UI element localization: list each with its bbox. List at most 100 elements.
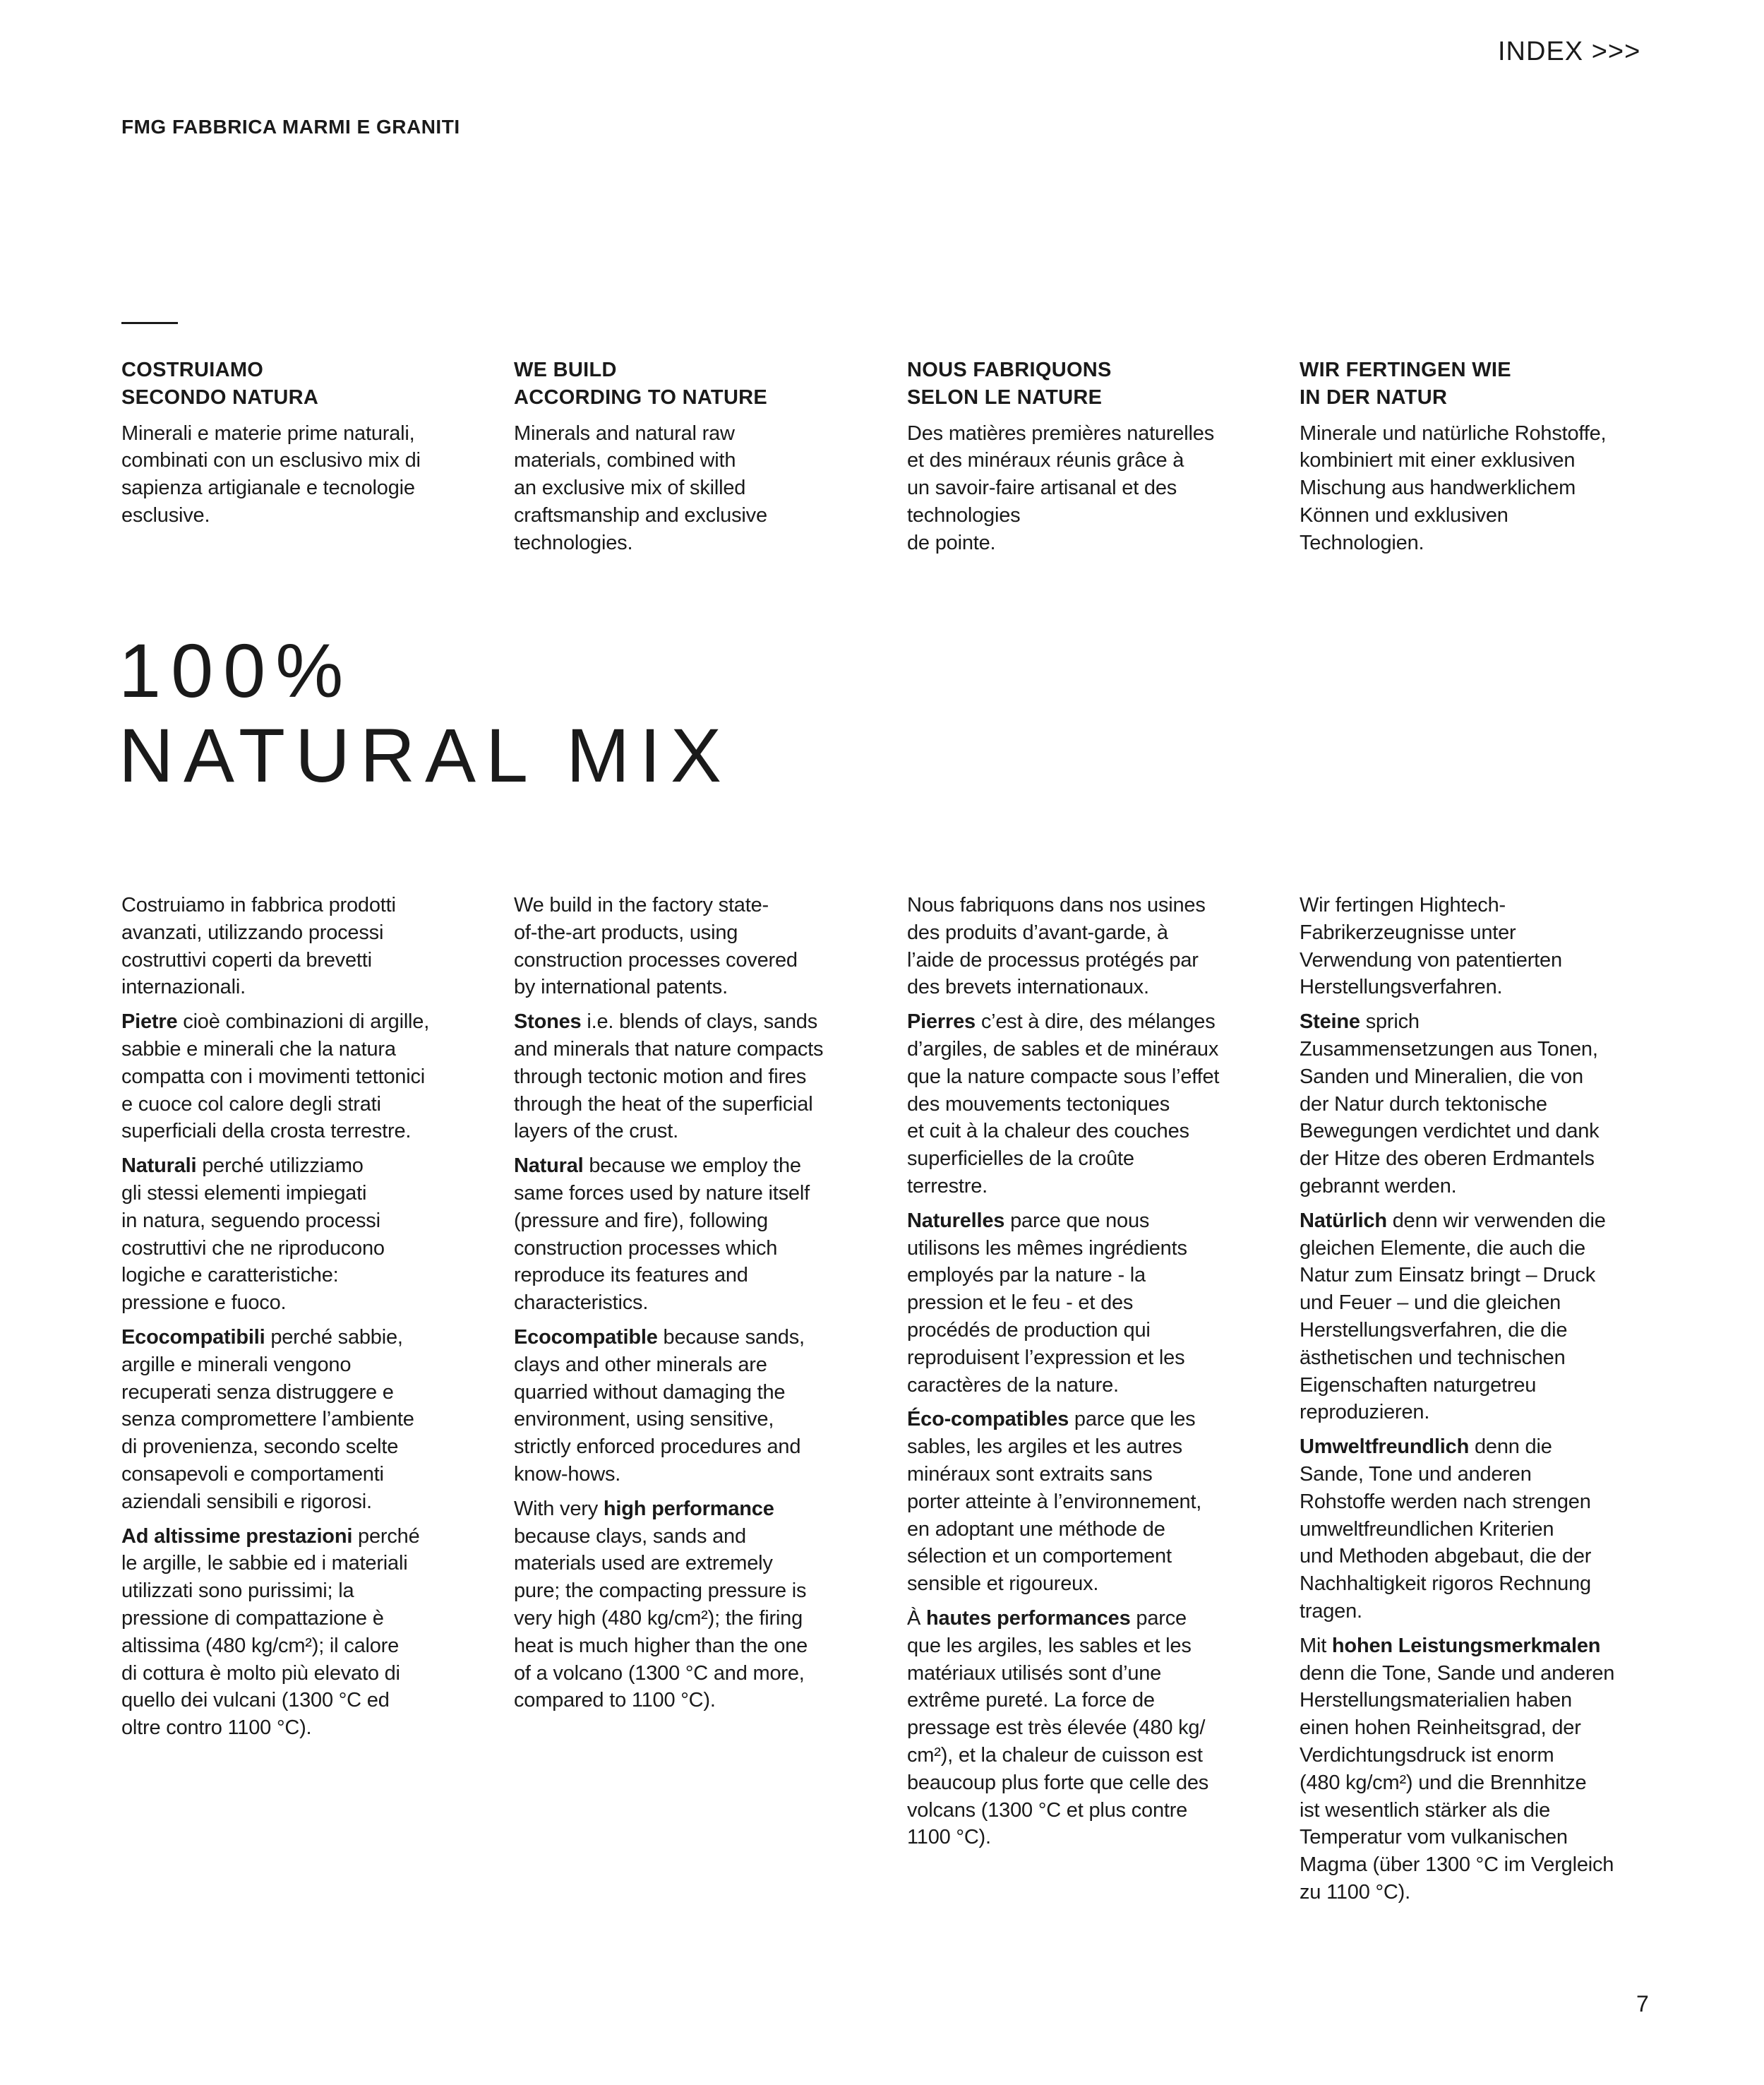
paragraph-line: aziendali sensibili e rigorosi. <box>121 1488 503 1516</box>
paragraph-text: internazionali. <box>121 976 246 999</box>
paragraph-line: der Hitze des oberen Erdmantels <box>1300 1145 1681 1173</box>
paragraph-line: internazionali. <box>121 974 503 1001</box>
paragraph-text: und Methoden abgebaut, die der <box>1300 1545 1592 1568</box>
paragraph-text: superficielles de la croûte <box>907 1147 1134 1171</box>
paragraph-line: des brevets internationaux. <box>907 974 1288 1001</box>
paragraph-text: Fabrikerzeugnisse unter <box>1300 921 1516 944</box>
paragraph: Mit hohen Leistungsmerkmalen denn die Ton… <box>1300 1632 1681 1906</box>
paragraph: Ecocompatible because sands, clays and ot… <box>514 1324 895 1488</box>
paragraph-text: logiche e caratteristiche: <box>121 1264 339 1287</box>
paragraph-text: materials used are extremely <box>514 1552 773 1575</box>
paragraph-text: Verdichtungsdruck ist enorm <box>1300 1743 1554 1767</box>
paragraph-text: einen hohen Reinheitsgrad, der <box>1300 1716 1581 1740</box>
paragraph-line: pressage est très élevée (480 kg/ <box>907 1714 1288 1742</box>
paragraph-line: sélection et un comportement <box>907 1543 1288 1570</box>
paragraph-text: parce que nous <box>1004 1209 1150 1232</box>
paragraph: Ad altissime prestazioni perché le argill… <box>121 1523 503 1742</box>
paragraph-line: des mouvements tectoniques <box>907 1091 1288 1118</box>
paragraph-text: sabbie e minerali che la natura <box>121 1037 396 1061</box>
paragraph-line: through the heat of the superficial <box>514 1091 895 1118</box>
paragraph-text: porter atteinte à l’environnement, <box>907 1490 1202 1513</box>
paragraph-line: very high (480 kg/cm²); the firing <box>514 1605 895 1632</box>
paragraph-line: Stones i.e. blends of clays, sands <box>514 1008 895 1036</box>
paragraph-text: avanzati, utilizzando processi <box>121 921 384 944</box>
paragraph-text: Nachhaltigkeit rigoros Rechnung <box>1300 1572 1591 1596</box>
paragraph-line: Natürlich denn wir verwenden die <box>1300 1207 1681 1235</box>
paragraph-line: und Feuer – und die gleichen <box>1300 1289 1681 1317</box>
paragraph-line: Zusammensetzungen aus Tonen, <box>1300 1036 1681 1063</box>
paragraph-text: des brevets internationaux. <box>907 976 1149 999</box>
intro-body-line: Können und exklusiven <box>1300 503 1508 527</box>
paragraph-text: extrême pureté. La force de <box>907 1689 1155 1712</box>
title-line: NATURAL MIX <box>119 712 732 798</box>
paragraph-line: e cuoce col calore degli strati <box>121 1091 503 1118</box>
paragraph-text: very high (480 kg/cm²); the firing <box>514 1606 803 1630</box>
body-column-italian: Costruiamo in fabbrica prodotti avanzati,… <box>121 892 503 1749</box>
paragraph-text: denn die Tone, Sande und anderen <box>1300 1661 1615 1685</box>
paragraph-line: reproduisent l’expression et les <box>907 1344 1288 1372</box>
intro-column-english: WE BUILD ACCORDING TO NATURE Minerals and … <box>514 357 895 557</box>
paragraph-line: pressione e fuoco. <box>121 1289 503 1317</box>
paragraph-line: Sanden und Mineralien, die von <box>1300 1063 1681 1091</box>
paragraph-text: minéraux sont extraits sans <box>907 1462 1153 1486</box>
paragraph-line: Ecocompatibili perché sabbie, <box>121 1324 503 1351</box>
paragraph-line: Ecocompatible because sands, <box>514 1324 895 1351</box>
intro-heading-line: SECONDO NATURA <box>121 386 319 409</box>
paragraph-text: of a volcano (1300 °C and more, <box>514 1661 805 1685</box>
paragraph-text: des produits d’avant-garde, à <box>907 921 1168 944</box>
intro-heading-line: SELON LE NATURE <box>907 386 1103 409</box>
paragraph-lead: Mit <box>1300 1634 1332 1657</box>
paragraph-line: utilizzati sono purissimi; la <box>121 1577 503 1605</box>
paragraph: Natural because we employ the same forces… <box>514 1152 895 1317</box>
intro-heading-line: ACCORDING TO NATURE <box>514 386 768 409</box>
paragraph-line: des produits d’avant-garde, à <box>907 919 1288 947</box>
paragraph-text: altissima (480 kg/cm²); il calore <box>121 1634 400 1657</box>
paragraph-text: Nous fabriquons dans nos usines <box>907 894 1206 916</box>
paragraph-line: gebrannt werden. <box>1300 1173 1681 1200</box>
paragraph-text: (pressure and fire), following <box>514 1209 768 1232</box>
paragraph-line: Pierres c’est à dire, des mélanges <box>907 1008 1288 1036</box>
paragraph-line: of a volcano (1300 °C and more, <box>514 1660 895 1687</box>
paragraph-line: clays and other minerals are <box>514 1351 895 1379</box>
paragraph-line: et cuit à la chaleur des couches <box>907 1118 1288 1145</box>
paragraph-line: costruttivi coperti da brevetti <box>121 947 503 974</box>
paragraph-keyword: Ecocompatibili <box>121 1325 265 1349</box>
paragraph-line: Steine sprich <box>1300 1008 1681 1036</box>
paragraph-line: tragen. <box>1300 1598 1681 1625</box>
paragraph-line: We build in the factory state- <box>514 892 895 919</box>
paragraph-text: l’aide de processus protégés par <box>907 948 1199 972</box>
paragraph-line: di provenienza, secondo scelte <box>121 1433 503 1461</box>
paragraph-line: Eigenschaften naturgetreu <box>1300 1372 1681 1399</box>
paragraph-text: sprich <box>1360 1010 1420 1034</box>
paragraph-text: parce que les <box>1069 1408 1196 1431</box>
intro-body-line: Minerals and natural raw <box>514 422 735 445</box>
paragraph-text: e cuoce col calore degli strati <box>121 1092 381 1116</box>
paragraph-text: consapevoli e comportamenti <box>121 1462 384 1486</box>
intro-body-line: de pointe. <box>907 531 996 554</box>
intro-body-line: esclusive. <box>121 503 210 527</box>
paragraph-line: construction processes which <box>514 1235 895 1262</box>
paragraph-keyword: Umweltfreundlich <box>1300 1435 1470 1459</box>
paragraph-text: clays and other minerals are <box>514 1353 767 1376</box>
index-link[interactable]: INDEX >>> <box>1498 37 1641 66</box>
paragraph-text: Temperatur vom vulkanischen <box>1300 1826 1568 1849</box>
paragraph-text: We build in the factory state- <box>514 894 769 916</box>
paragraph-text: sables, les argiles et les autres <box>907 1435 1182 1459</box>
page-title: 100% NATURAL MIX <box>119 628 731 798</box>
paragraph-keyword: Steine <box>1300 1010 1360 1034</box>
paragraph-line: senza compromettere l’ambiente <box>121 1406 503 1433</box>
paragraph-text: of-the-art products, using <box>514 921 738 944</box>
paragraph-line: argille e minerali vengono <box>121 1351 503 1379</box>
paragraph-line: que les argiles, les sables et les <box>907 1632 1288 1660</box>
paragraph: Wir fertingen Hightech- Fabrikerzeugnisse… <box>1300 892 1681 1001</box>
paragraph-line: environment, using sensitive, <box>514 1406 895 1433</box>
paragraph-text: der Hitze des oberen Erdmantels <box>1300 1147 1595 1171</box>
intro-heading-line: IN DER NATUR <box>1300 386 1448 409</box>
intro-body-line: un savoir-faire artisanal et des <box>907 477 1177 500</box>
paragraph-text: c’est à dire, des mélanges <box>975 1010 1216 1034</box>
paragraph-text: volcans (1300 °C et plus contre <box>907 1798 1188 1822</box>
paragraph-text: sensible et rigoureux. <box>907 1572 1099 1596</box>
paragraph: Éco-compatibles parce que les sables, les… <box>907 1406 1288 1598</box>
paragraph-text: characteristics. <box>514 1291 649 1315</box>
paragraph-line: Natur zum Einsatz bringt – Druck <box>1300 1262 1681 1289</box>
